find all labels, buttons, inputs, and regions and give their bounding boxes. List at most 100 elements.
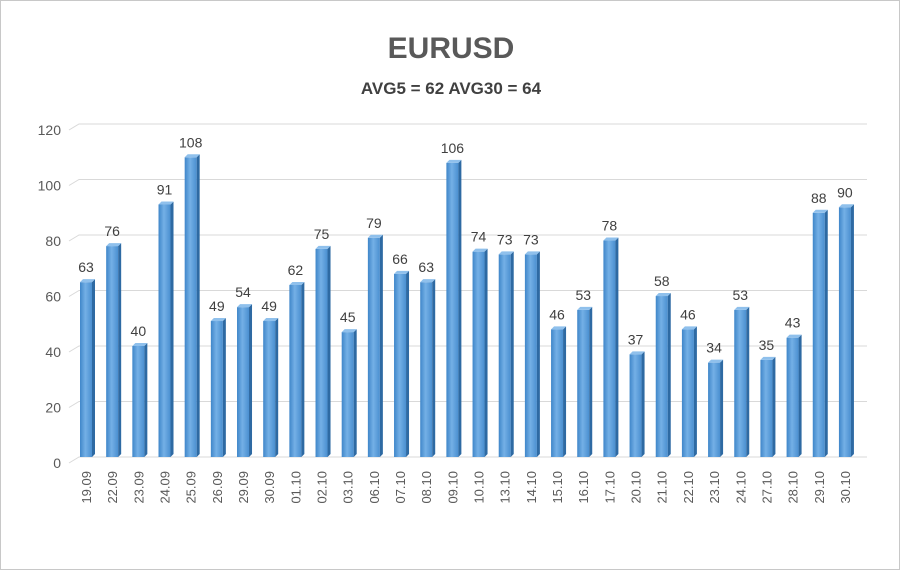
bar-side — [379, 234, 383, 457]
bar-top — [289, 281, 305, 285]
x-tick-label: 28.10 — [786, 471, 801, 504]
data-label: 76 — [104, 223, 120, 239]
bar-top — [577, 306, 593, 310]
chart-subtitle: AVG5 = 62 AVG30 = 64 — [361, 79, 542, 98]
x-tick-label: 23.10 — [707, 471, 722, 504]
x-tick-label: 26.09 — [210, 471, 225, 504]
x-tick-label: 03.10 — [341, 471, 356, 504]
x-tick-label: 13.10 — [498, 471, 513, 504]
y-tick-label: 60 — [45, 289, 61, 305]
data-label: 43 — [785, 315, 801, 331]
data-label: 53 — [732, 287, 748, 303]
bar-side — [615, 237, 619, 457]
x-tick-label: 14.10 — [524, 471, 539, 504]
bar-side — [772, 356, 776, 457]
data-label: 62 — [288, 262, 304, 278]
bar-side — [118, 243, 122, 457]
bar — [315, 248, 328, 457]
bar-top — [524, 251, 540, 255]
data-label: 49 — [261, 298, 277, 314]
bar-side — [510, 251, 514, 457]
gridline — [68, 456, 867, 464]
y-tick-label: 80 — [45, 233, 61, 249]
data-label: 40 — [131, 323, 147, 339]
bar-top — [655, 293, 671, 297]
data-label: 45 — [340, 309, 356, 325]
bar-top — [420, 279, 436, 283]
bar-side — [222, 318, 226, 457]
x-tick-label: 21.10 — [655, 471, 670, 504]
data-label: 54 — [235, 284, 251, 300]
data-label: 46 — [680, 306, 696, 322]
bar-side — [484, 248, 488, 457]
bar — [655, 296, 668, 457]
data-label: 108 — [179, 134, 203, 150]
bar-side — [92, 279, 95, 457]
x-tick-label: 22.10 — [681, 471, 696, 504]
bar — [420, 282, 433, 457]
bar-side — [536, 251, 540, 457]
bar-top — [708, 359, 724, 363]
x-tick-label: 15.10 — [550, 471, 565, 504]
bar-side — [353, 329, 357, 457]
bar-side — [667, 293, 671, 457]
bar-side — [196, 154, 200, 458]
bar-side — [720, 359, 724, 457]
bar — [603, 240, 616, 457]
bar-side — [563, 326, 567, 457]
x-tick-label: 27.10 — [759, 471, 774, 504]
bar — [786, 337, 799, 457]
data-label: 78 — [602, 218, 618, 234]
bar — [394, 273, 407, 457]
bar — [681, 329, 694, 457]
bar-side — [746, 306, 750, 457]
x-tick-label: 24.10 — [733, 471, 748, 504]
bar — [838, 207, 851, 457]
bar — [158, 204, 171, 457]
x-tick-label: 06.10 — [367, 471, 382, 504]
bar — [263, 321, 276, 457]
bar-top — [394, 270, 410, 274]
bar-side — [850, 204, 854, 457]
bar — [132, 346, 145, 457]
data-label: 90 — [837, 184, 853, 200]
bar-top — [681, 326, 697, 330]
bar — [577, 309, 590, 457]
bar-side — [432, 279, 436, 457]
bar — [760, 359, 773, 457]
bar-side — [275, 318, 279, 457]
gridline — [68, 234, 867, 242]
data-label: 35 — [759, 337, 775, 353]
bar — [210, 321, 223, 457]
bar-top — [106, 243, 122, 247]
bar-top — [446, 159, 462, 163]
x-tick-label: 19.09 — [79, 471, 94, 504]
x-tick-label: 09.10 — [445, 471, 460, 504]
bar-top — [132, 343, 148, 346]
x-tick-label: 08.10 — [419, 471, 434, 504]
y-tick-label: 20 — [45, 400, 61, 416]
data-label: 88 — [811, 190, 827, 206]
bar-top — [184, 154, 200, 158]
bar-side — [589, 306, 593, 457]
bar — [629, 354, 642, 457]
bar-side — [301, 281, 305, 457]
data-label: 73 — [523, 231, 539, 247]
bar-side — [406, 270, 410, 457]
bar — [106, 246, 119, 457]
bar — [524, 254, 537, 457]
bar-top — [629, 351, 645, 355]
bar — [289, 284, 302, 457]
bar-side — [144, 343, 148, 457]
data-label: 34 — [706, 340, 722, 356]
bar — [237, 307, 250, 457]
bar-top — [341, 329, 357, 333]
x-tick-label: 16.10 — [576, 471, 591, 504]
bar-top — [812, 209, 828, 213]
x-tick-label: 25.09 — [184, 471, 199, 504]
data-label: 74 — [471, 229, 487, 245]
bar-top — [315, 245, 331, 249]
x-tick-label: 02.10 — [315, 471, 330, 504]
data-label: 79 — [366, 215, 382, 231]
